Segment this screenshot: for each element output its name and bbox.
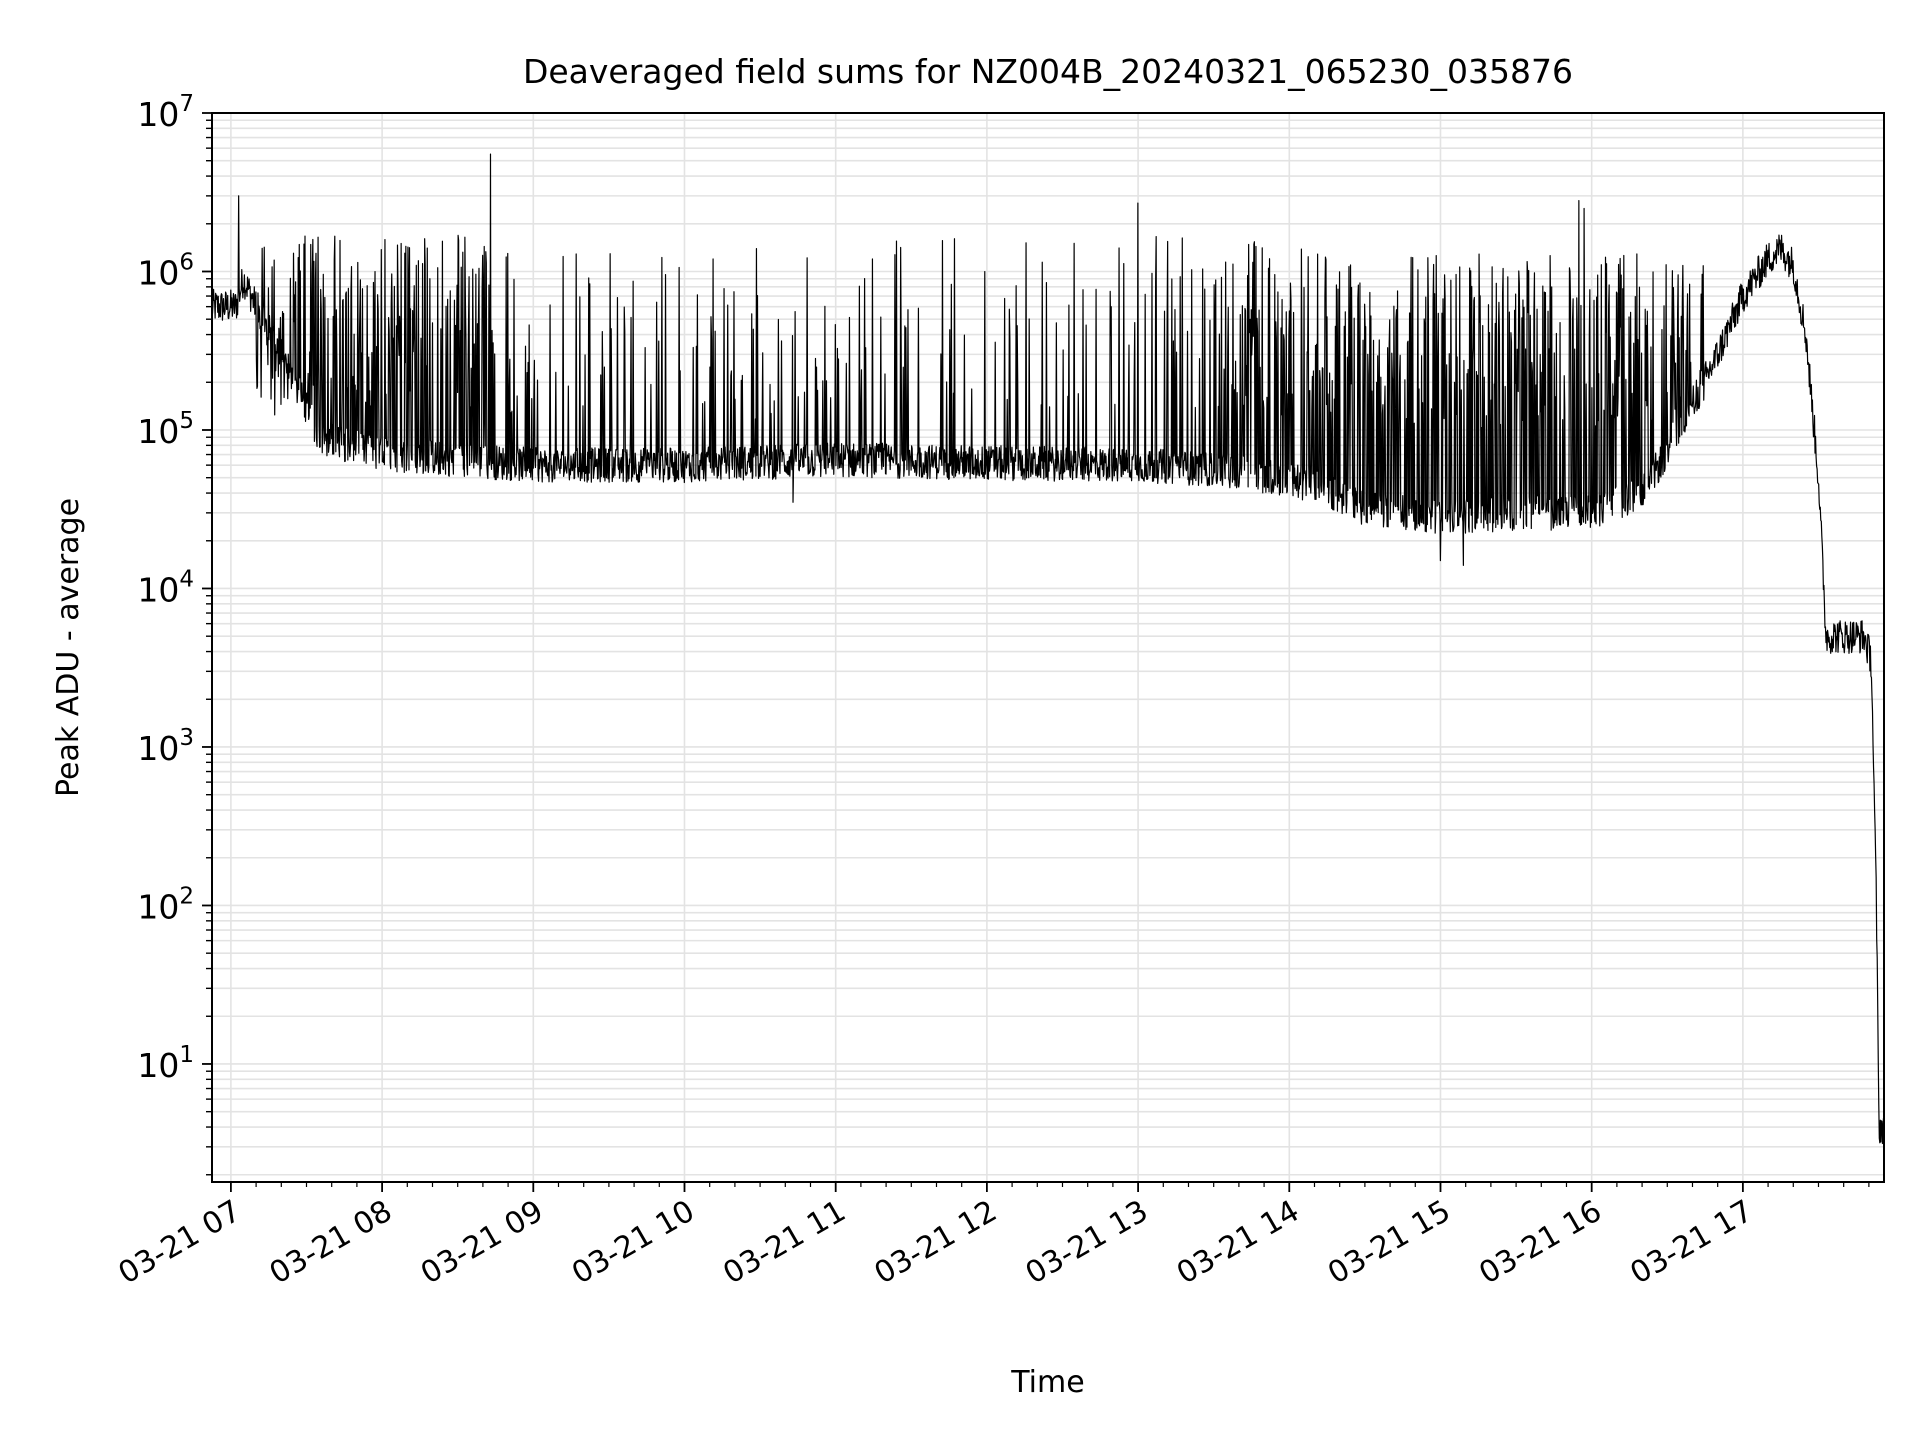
x-tick-label: 03-21 10 (566, 1194, 700, 1292)
axes-frame (211, 112, 1885, 1183)
y-tick-label: 102 (137, 883, 194, 926)
y-tick-label: 101 (137, 1042, 194, 1085)
x-tick-label: 03-21 17 (1625, 1194, 1759, 1292)
x-tick-label: 03-21 08 (264, 1194, 398, 1292)
series-line (211, 153, 1885, 1145)
series-layer (211, 153, 1885, 1145)
x-tick-label: 03-21 11 (717, 1194, 851, 1292)
x-tick-label: 03-21 09 (415, 1194, 549, 1292)
y-tick-label: 104 (137, 566, 194, 609)
y-tick-label: 106 (137, 249, 194, 292)
y-axis-label: Peak ADU - average (51, 498, 86, 797)
x-tick-label: 03-21 13 (1020, 1194, 1154, 1292)
x-tick-label: 03-21 16 (1473, 1194, 1607, 1292)
x-axis-label: Time (1010, 1365, 1084, 1400)
x-tick-label: 03-21 15 (1322, 1194, 1456, 1292)
chart-title: Deaveraged field sums for NZ004B_2024032… (523, 52, 1573, 91)
x-tick-label: 03-21 07 (113, 1194, 247, 1292)
y-tick-label: 107 (137, 91, 194, 134)
y-tick-label: 105 (137, 408, 194, 451)
y-tick-label: 103 (137, 725, 194, 768)
x-tick-label: 03-21 14 (1171, 1194, 1305, 1292)
x-tick-label: 03-21 12 (869, 1194, 1003, 1292)
